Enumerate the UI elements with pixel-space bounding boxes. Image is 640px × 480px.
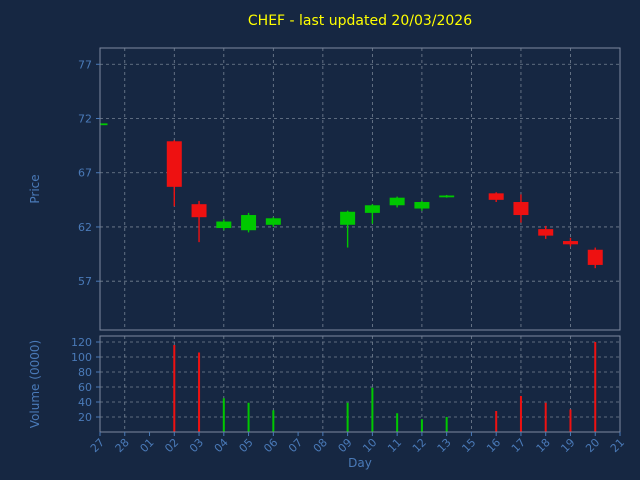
volume-bar [445,417,448,432]
volume-bar [346,402,349,432]
volume-bar [544,402,547,432]
price-tick-label: 72 [78,113,92,126]
candle-body [389,197,405,206]
candle-body [216,221,232,229]
x-axis-label: Day [348,456,372,470]
candle-body [513,202,529,216]
candle-body [562,241,578,245]
volume-bars [173,342,597,432]
volume-bar [173,345,176,432]
volume-tick-label: 100 [71,351,92,364]
candle-body [587,249,603,265]
candle-body [100,123,108,126]
candles [100,122,603,269]
volume-tick-label: 20 [78,411,92,424]
volume-bar [495,411,498,432]
candle-body [538,229,554,236]
candle-body [340,211,356,225]
volume-bar [519,396,522,432]
price-tick-label: 62 [78,221,92,234]
volume-bar [222,398,225,432]
tick-marks [96,63,621,436]
price-tick-label: 57 [78,275,92,288]
volume-bar [198,352,201,432]
volume-bar [569,409,572,432]
candle-body [191,204,207,218]
candle-body [265,218,281,225]
volume-bar [272,410,275,432]
volume-tick-label: 120 [71,336,92,349]
volume-axis-label: Volume (0000) [28,339,42,429]
volume-tick-label: 80 [78,366,92,379]
volume-bar [247,402,250,432]
price-axis-label: Price [28,174,42,204]
volume-tick-label: 60 [78,381,92,394]
volume-bar [594,342,597,432]
volume-bar [371,387,374,432]
axes-spines [99,47,621,433]
candle-body [166,141,182,187]
chart-title: CHEF - last updated 20/03/2026 [247,13,473,29]
candle-body [414,202,430,209]
candle-body [241,215,257,231]
candle-body [488,193,504,200]
volume-bar [420,419,423,432]
candle-body [439,195,455,198]
price-tick-label: 67 [78,167,92,180]
volume-tick-label: 40 [78,396,92,409]
price-tick-label: 77 [78,58,92,71]
candle-body [364,205,380,213]
volume-plot-frame [99,335,621,433]
price-plot-frame [99,47,621,331]
volume-bar [396,413,399,432]
